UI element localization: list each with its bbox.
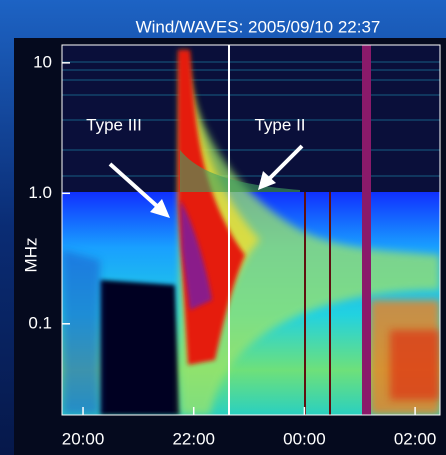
annotation: Type II [254, 115, 305, 134]
chart-title: Wind/WAVES: 2005/09/10 22:37 [136, 17, 381, 36]
y-tick-label: 1.0 [28, 183, 52, 202]
x-tick-label: 00:00 [283, 429, 326, 448]
x-tick-label: 02:00 [394, 429, 437, 448]
x-tick-label: 20:00 [62, 429, 105, 448]
y-axis-label: MHz [21, 238, 40, 273]
y-tick-label: 10 [33, 52, 52, 71]
spectrogram [62, 45, 440, 415]
x-tick-label: 22:00 [172, 429, 215, 448]
y-tick-label: 0.1 [28, 313, 52, 332]
annotation: Type III [86, 115, 142, 134]
chart: Wind/WAVES: 2005/09/10 22:37 MHz Type II… [0, 0, 446, 455]
